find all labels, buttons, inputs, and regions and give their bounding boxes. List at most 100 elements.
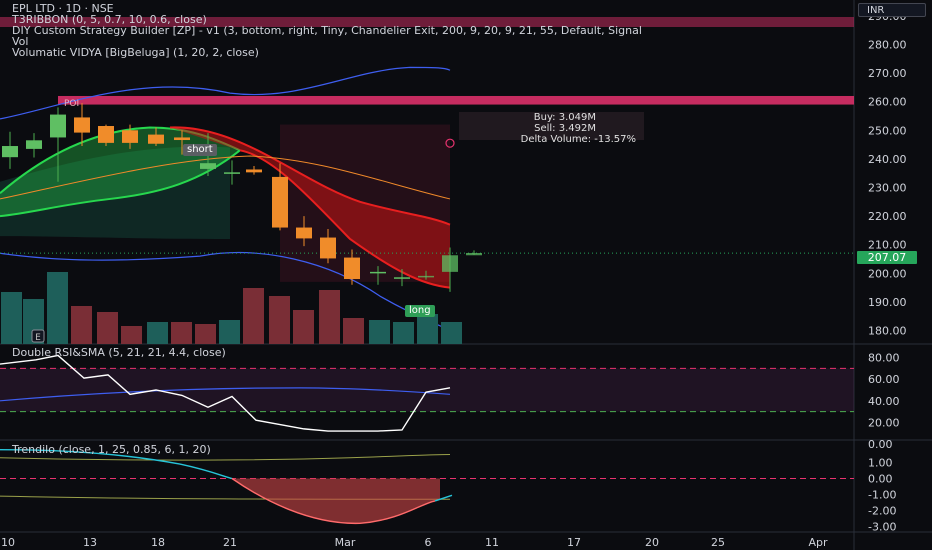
rsi-panel-title[interactable]: Double RSI&SMA (5, 21, 21, 4.4, close) <box>12 346 226 359</box>
time-axis-label: 21 <box>223 536 237 549</box>
poi-label: POI <box>64 99 80 109</box>
rsi-tick-label: 80.00 <box>868 352 900 365</box>
time-axis-label: 25 <box>711 536 725 549</box>
tooltip-buy: Buy: 3.049M <box>533 112 596 123</box>
candle-body <box>74 117 90 133</box>
tooltip-delta: Delta Volume: -13.57% <box>520 134 636 145</box>
volume-bar <box>219 320 240 344</box>
trendilo-band-upper <box>0 454 451 461</box>
indicator-diy-strategy[interactable]: DIY Custom Strategy Builder [ZP] - v1 (3… <box>12 24 642 37</box>
volume-bar <box>269 296 290 344</box>
price-tick-label: 240.00 <box>868 153 907 166</box>
rsi-band-fill <box>0 368 854 412</box>
candle-body <box>370 271 386 274</box>
short-signal-label: short <box>183 144 217 156</box>
bull-ribbon-lower <box>0 149 241 218</box>
upper-band-line <box>0 66 451 120</box>
candle-body <box>344 257 360 280</box>
currency-button[interactable]: INR <box>858 3 926 17</box>
volume-bar <box>171 322 192 344</box>
price-tick-label: 260.00 <box>868 96 907 109</box>
time-axis-label: 10 <box>1 536 15 549</box>
volume-bar <box>343 318 364 344</box>
volume-bar <box>195 324 216 344</box>
candle-body <box>26 140 42 149</box>
volume-bar <box>147 322 168 344</box>
bull-ribbon-fill <box>0 127 240 217</box>
price-tick-label: 270.00 <box>868 67 907 80</box>
time-axis-label: 18 <box>151 536 165 549</box>
volume-bar <box>97 312 118 344</box>
bear-ribbon-upper <box>169 126 451 226</box>
tooltip-sell: Sell: 3.492M <box>534 123 596 134</box>
candle-body <box>246 169 262 173</box>
candle-body <box>296 227 312 239</box>
indicator-vol[interactable]: Vol <box>12 35 29 48</box>
volume-bar <box>1 292 22 344</box>
indicator-t3ribbon[interactable]: T3RIBBON (0, 5, 0.7, 10, 0.6, close) <box>12 13 207 26</box>
time-axis-label: Mar <box>335 536 356 549</box>
trendilo-line-up <box>0 449 233 480</box>
trendilo-panel-title[interactable]: Trendilo (close, 1, 25, 0.85, 6, 1, 20) <box>12 443 211 456</box>
volume-bar <box>369 320 390 344</box>
time-axis-label: 17 <box>567 536 581 549</box>
candle-body <box>418 275 434 278</box>
trendilo-tick-label: 0.00 <box>868 473 893 486</box>
price-tick-label: 180.00 <box>868 325 907 338</box>
price-tick-label: 210.00 <box>868 239 907 252</box>
candle-body <box>320 237 336 259</box>
volume-bar <box>293 310 314 344</box>
volume-bar <box>243 288 264 344</box>
volume-bar <box>319 290 340 344</box>
price-tick-label: 190.00 <box>868 296 907 309</box>
price-tick-label: 230.00 <box>868 182 907 195</box>
candle-body <box>200 163 216 169</box>
candle-body <box>394 277 410 279</box>
candle-body <box>272 176 288 228</box>
volume-tooltip: Buy: 3.049M Sell: 3.492M Delta Volume: -… <box>459 112 644 145</box>
candle-body <box>50 114 66 138</box>
earnings-marker <box>31 329 45 343</box>
orange-ma-line <box>0 155 451 200</box>
last-price-tag: 207.07 <box>857 251 917 264</box>
rsi-tick-label: 0.00 <box>868 438 893 451</box>
trendilo-tick-label: -3.00 <box>868 521 896 534</box>
price-tick-label: 250.00 <box>868 124 907 137</box>
candle-body <box>224 172 240 174</box>
bear-ribbon-lower <box>239 149 451 289</box>
trendilo-line-recover <box>434 494 453 502</box>
long-signal-label: long <box>405 305 435 317</box>
time-axis-label: 11 <box>485 536 499 549</box>
indicator-vidya[interactable]: Volumatic VIDYA [BigBeluga] (1, 20, 2, c… <box>12 46 259 59</box>
earnings-label: E <box>35 333 41 343</box>
candle-body <box>442 255 458 272</box>
trendilo-negative-fill <box>232 478 440 524</box>
candle-body <box>2 146 18 158</box>
trendilo-tick-label: -1.00 <box>868 489 896 502</box>
rsi-tick-label: 60.00 <box>868 373 900 386</box>
candle-body <box>466 252 482 256</box>
rsi-sma-line <box>0 387 451 402</box>
rsi-tick-label: 40.00 <box>868 395 900 408</box>
poi-zone <box>58 95 854 105</box>
price-tick-label: 220.00 <box>868 210 907 223</box>
time-axis-label: 20 <box>645 536 659 549</box>
rsi-tick-label: 20.00 <box>868 416 900 429</box>
bear-ribbon-fill <box>170 127 450 288</box>
symbol-title[interactable]: EPL LTD · 1D · NSE <box>12 2 114 15</box>
ribbon-band <box>0 17 854 27</box>
price-tick-label: 200.00 <box>868 267 907 280</box>
trendilo-line-down <box>231 477 436 525</box>
volume-bar <box>47 272 68 344</box>
volume-bar <box>417 314 438 344</box>
price-tick-label: 280.00 <box>868 39 907 52</box>
candle-body <box>174 137 190 141</box>
signal-star-icon <box>445 138 455 148</box>
time-axis-label: 6 <box>425 536 432 549</box>
volume-bar <box>393 322 414 344</box>
candle-body <box>148 134 164 144</box>
volume-bar <box>441 322 462 344</box>
candle-body <box>122 130 138 143</box>
